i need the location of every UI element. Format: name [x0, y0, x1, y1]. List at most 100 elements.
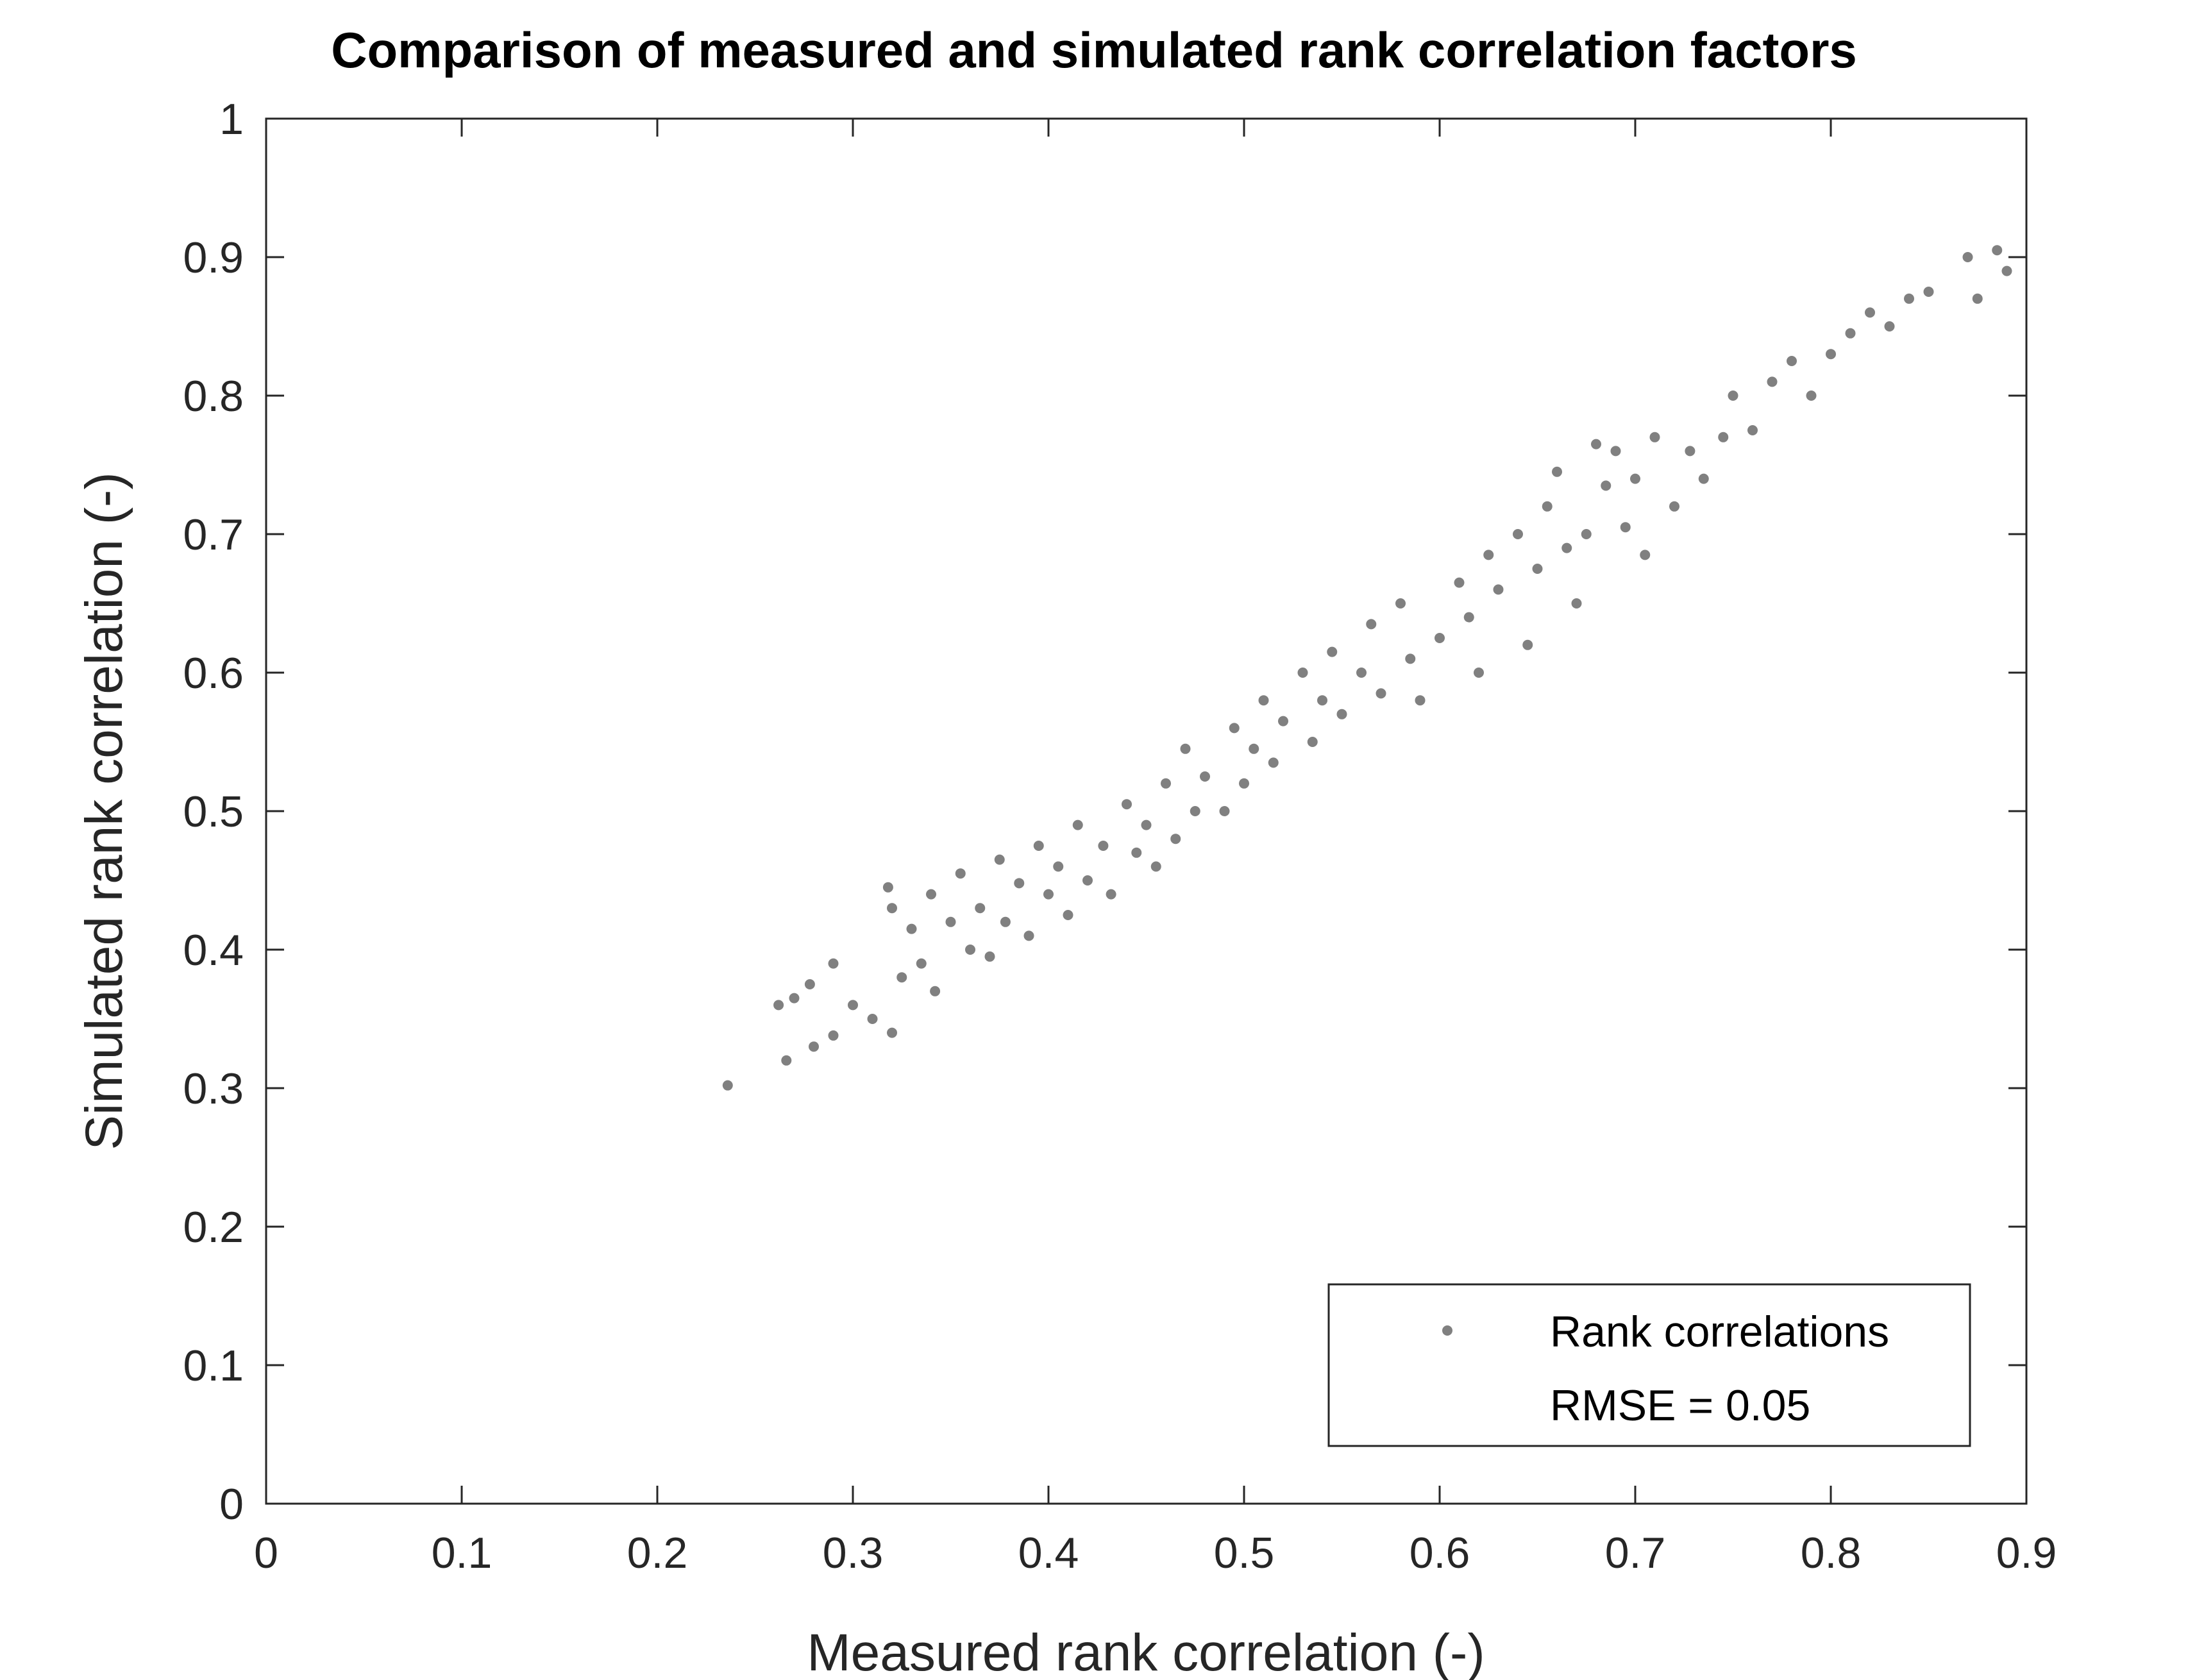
data-point: [1826, 349, 1836, 360]
y-tick-label: 0.4: [183, 926, 244, 975]
data-point: [930, 986, 941, 996]
data-point: [1630, 473, 1640, 484]
x-tick-label: 0.7: [1605, 1529, 1666, 1577]
data-point: [1053, 861, 1064, 872]
data-point: [1366, 619, 1377, 630]
data-point: [867, 1014, 878, 1024]
data-point: [1239, 778, 1249, 789]
y-tick-label: 0.8: [183, 372, 244, 421]
data-point: [1561, 542, 1572, 553]
data-point: [1170, 834, 1181, 844]
data-point: [1268, 757, 1279, 768]
data-point: [1992, 245, 2003, 256]
data-point: [2001, 265, 2012, 276]
data-point: [1962, 252, 1973, 262]
data-point: [1395, 598, 1406, 609]
x-tick-label: 0.2: [627, 1529, 688, 1577]
y-tick-label: 0.7: [183, 510, 244, 559]
x-tick-label: 0.3: [823, 1529, 884, 1577]
data-point: [1522, 639, 1533, 650]
data-point: [1297, 668, 1308, 678]
data-point: [804, 979, 815, 989]
x-tick-labels: 0 0.1 0.2 0.3 0.4 0.5 0.6 0.7 0.8 0.9: [254, 1529, 2057, 1577]
data-point: [828, 1030, 839, 1041]
data-point: [1685, 446, 1696, 457]
data-point: [1972, 293, 1983, 304]
data-point: [896, 972, 907, 983]
y-tick-label: 0.2: [183, 1203, 244, 1252]
data-point: [1923, 287, 1934, 297]
data-point: [789, 993, 800, 1004]
data-point: [1229, 723, 1240, 734]
data-point: [1278, 716, 1288, 727]
x-axis-label: Measured rank correlation (-): [807, 1624, 1485, 1680]
data-point: [1327, 646, 1338, 657]
x-tick-label: 0.5: [1214, 1529, 1275, 1577]
data-point: [1904, 293, 1914, 304]
data-point: [955, 868, 966, 879]
data-point: [1356, 668, 1367, 678]
x-tick-label: 0.6: [1410, 1529, 1470, 1577]
y-tick-label: 0: [219, 1480, 244, 1529]
data-point: [1601, 480, 1612, 491]
data-point: [1122, 799, 1132, 810]
data-point: [1415, 695, 1426, 706]
plot-area: [266, 119, 2026, 1504]
data-point: [828, 958, 839, 969]
data-point: [1336, 709, 1347, 719]
data-point: [1219, 806, 1230, 816]
data-point: [965, 945, 975, 955]
axis-ticks: [265, 117, 2028, 1505]
data-point: [1150, 861, 1161, 872]
data-point: [1405, 653, 1416, 664]
data-point: [1258, 695, 1269, 706]
data-point: [781, 1055, 792, 1066]
data-point: [882, 882, 893, 893]
y-tick-label: 0.9: [183, 233, 244, 282]
data-point: [1493, 584, 1504, 595]
data-point: [984, 951, 995, 962]
data-point: [1063, 910, 1073, 920]
data-point: [1718, 432, 1729, 442]
data-point: [1552, 466, 1562, 477]
y-tick-labels: 0 0.1 0.2 0.3 0.4 0.5 0.6 0.7 0.8 0.9 1: [183, 95, 244, 1529]
y-tick-label: 0.5: [183, 787, 244, 836]
data-point: [1581, 529, 1592, 539]
data-point: [1454, 577, 1465, 588]
data-point: [1845, 328, 1856, 339]
data-point: [1106, 889, 1116, 900]
data-point: [1376, 688, 1386, 699]
data-point: [1190, 806, 1200, 816]
data-point: [994, 854, 1005, 865]
data-point: [848, 1000, 858, 1011]
data-point: [1307, 737, 1318, 747]
x-tick-label: 0.9: [1996, 1529, 2057, 1577]
data-point: [1483, 550, 1494, 560]
data-point: [1669, 501, 1679, 512]
data-point: [1023, 930, 1034, 941]
data-point: [1884, 321, 1895, 332]
legend-series-label: Rank correlations: [1550, 1307, 1889, 1356]
data-point: [1767, 376, 1778, 387]
data-point: [1033, 841, 1044, 851]
data-point: [1161, 778, 1171, 789]
data-point: [1180, 743, 1191, 754]
data-point: [1698, 473, 1709, 484]
scatter-points: [722, 245, 2012, 1091]
y-tick-label: 1: [219, 95, 244, 144]
data-point: [1043, 889, 1054, 900]
x-tick-label: 0.8: [1801, 1529, 1862, 1577]
data-point: [1747, 425, 1758, 435]
y-tick-label: 0.1: [183, 1341, 244, 1390]
x-tick-label: 0.4: [1018, 1529, 1079, 1577]
data-point: [1728, 391, 1738, 401]
data-point: [1542, 501, 1553, 512]
legend-box: [1327, 1283, 1971, 1447]
data-point: [1098, 841, 1109, 851]
data-point: [1141, 819, 1152, 830]
data-point: [1200, 771, 1210, 782]
data-point: [916, 958, 927, 969]
data-point: [1571, 598, 1582, 609]
legend-marker: [1442, 1325, 1452, 1336]
data-point: [1474, 668, 1484, 678]
